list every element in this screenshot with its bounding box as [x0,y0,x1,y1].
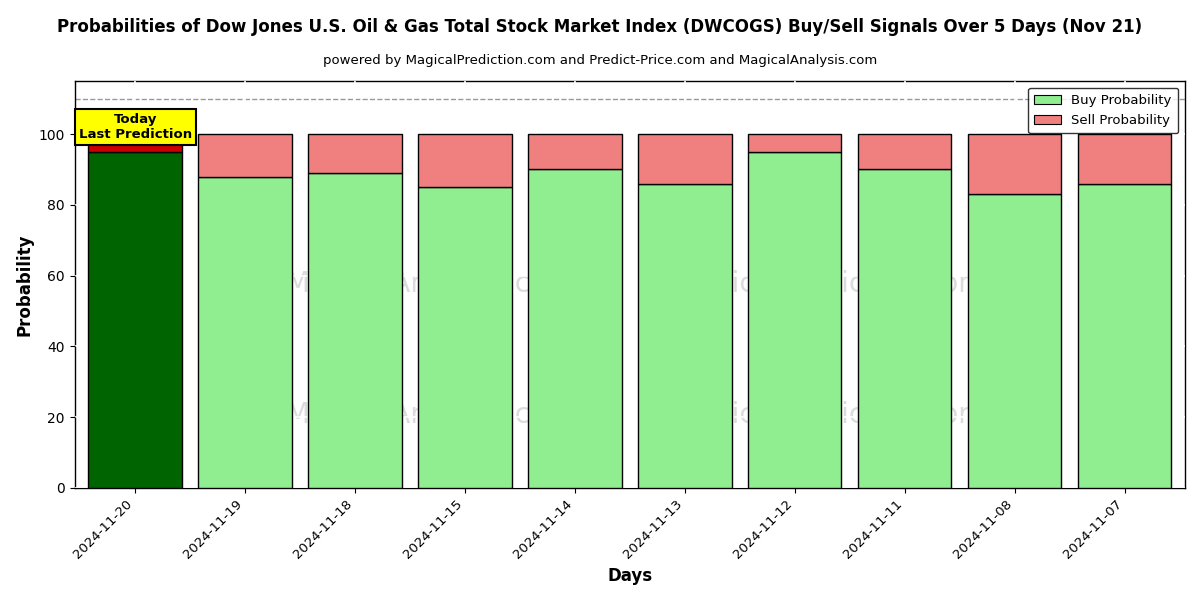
Bar [968,194,1061,488]
Bar [858,134,952,169]
Bar [198,134,292,176]
Bar [89,134,182,152]
Bar [638,134,732,184]
Text: MagicalAnalysis.com: MagicalAnalysis.com [286,271,575,298]
Bar [419,134,511,187]
Bar [858,169,952,488]
Bar [748,152,841,488]
Text: Probabilities of Dow Jones U.S. Oil & Gas Total Stock Market Index (DWCOGS) Buy/: Probabilities of Dow Jones U.S. Oil & Ga… [58,18,1142,36]
Bar [89,152,182,488]
X-axis label: Days: Days [607,567,653,585]
Text: MagicalPrediction.com: MagicalPrediction.com [673,271,986,298]
Bar [748,134,841,152]
Y-axis label: Probability: Probability [16,233,34,336]
Bar [528,169,622,488]
Text: powered by MagicalPrediction.com and Predict-Price.com and MagicalAnalysis.com: powered by MagicalPrediction.com and Pre… [323,54,877,67]
Bar [419,187,511,488]
Bar [528,134,622,169]
Bar [1078,184,1171,488]
Bar [638,184,732,488]
Bar [198,176,292,488]
Bar [968,134,1061,194]
Bar [308,173,402,488]
Bar [308,134,402,173]
Text: MagicalPrediction.com: MagicalPrediction.com [673,401,986,428]
Bar [1078,134,1171,184]
Text: Today
Last Prediction: Today Last Prediction [78,113,192,141]
Text: MagicalAnalysis.com: MagicalAnalysis.com [286,401,575,428]
Legend: Buy Probability, Sell Probability: Buy Probability, Sell Probability [1028,88,1178,133]
